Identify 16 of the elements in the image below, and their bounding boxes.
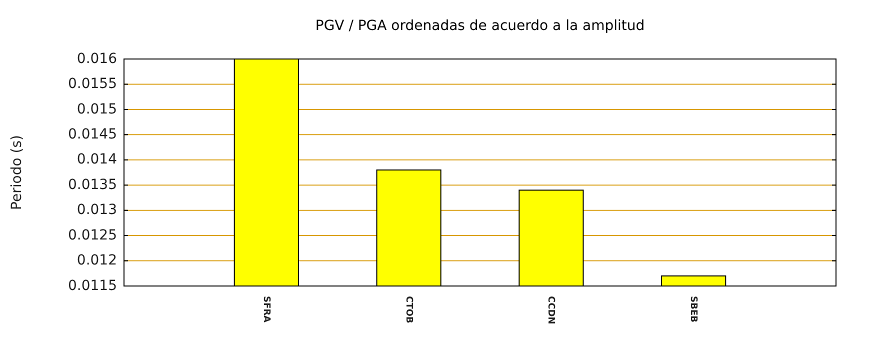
y-tick-label: 0.012 [76, 252, 117, 269]
y-tick-label: 0.016 [76, 50, 118, 67]
y-tick-label: 0.014 [76, 152, 118, 168]
x-tick-label: CTOB [403, 296, 414, 324]
y-tick-label: 0.0125 [68, 227, 117, 244]
x-tick-label: CCDN [546, 296, 556, 324]
y-axis-title: Periodo (s) [8, 135, 25, 210]
y-tick-label: 0.0155 [68, 76, 117, 92]
x-tick-label: SFRA [260, 296, 271, 323]
y-tick-label: 0.015 [76, 101, 117, 118]
chart-title: PGV / PGA ordenadas de acuerdo a la amplitud [315, 18, 645, 34]
y-tick-label: 0.013 [76, 202, 117, 218]
y-tick-label: 0.0145 [68, 126, 117, 142]
y-tick-label: 0.0135 [68, 176, 117, 193]
y-tick-label: 0.0115 [68, 278, 117, 294]
x-tick-label: SBEB [688, 296, 698, 322]
